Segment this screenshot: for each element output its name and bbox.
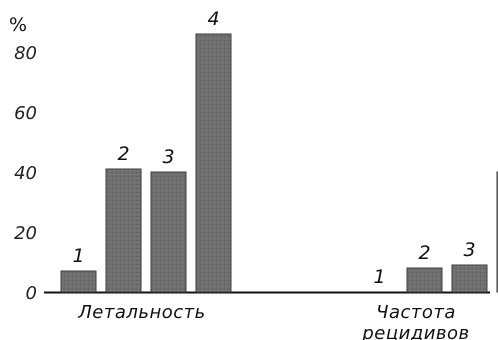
bar-label-1-1: 1 [72,245,84,267]
bar-label-2-3: 3 [463,239,475,261]
bar-label-1-2: 2 [117,143,129,165]
bar-label-2-2: 2 [418,242,430,264]
y-tick-label-80: 80 [14,43,37,64]
y-tick-labels: 0 20 40 60 80 [14,43,37,304]
bar-label-2-1: 1 [373,266,385,288]
bar-2-2 [406,267,443,293]
y-tick-label-20: 20 [14,223,37,244]
bar-label-1-4: 4 [207,8,219,30]
bar-2-3 [451,264,488,293]
bar-1-4 [195,33,232,293]
y-tick-label-60: 60 [14,103,37,124]
category-label-2-line-2: рецидивов [361,323,469,340]
y-unit-label: % [9,14,27,36]
bar-1-3 [150,171,187,293]
category-label-1-line-1: Летальность [77,302,206,323]
bars [60,33,498,293]
y-tick-label-0: 0 [26,283,37,304]
bar-labels: 12341234 [72,8,475,288]
bar-1-2 [105,168,142,293]
bar-label-1-3: 3 [162,146,174,168]
category-label-2-line-1: Частота [376,302,456,323]
y-tick-label-40: 40 [14,163,37,184]
bar-1-1 [60,270,97,293]
